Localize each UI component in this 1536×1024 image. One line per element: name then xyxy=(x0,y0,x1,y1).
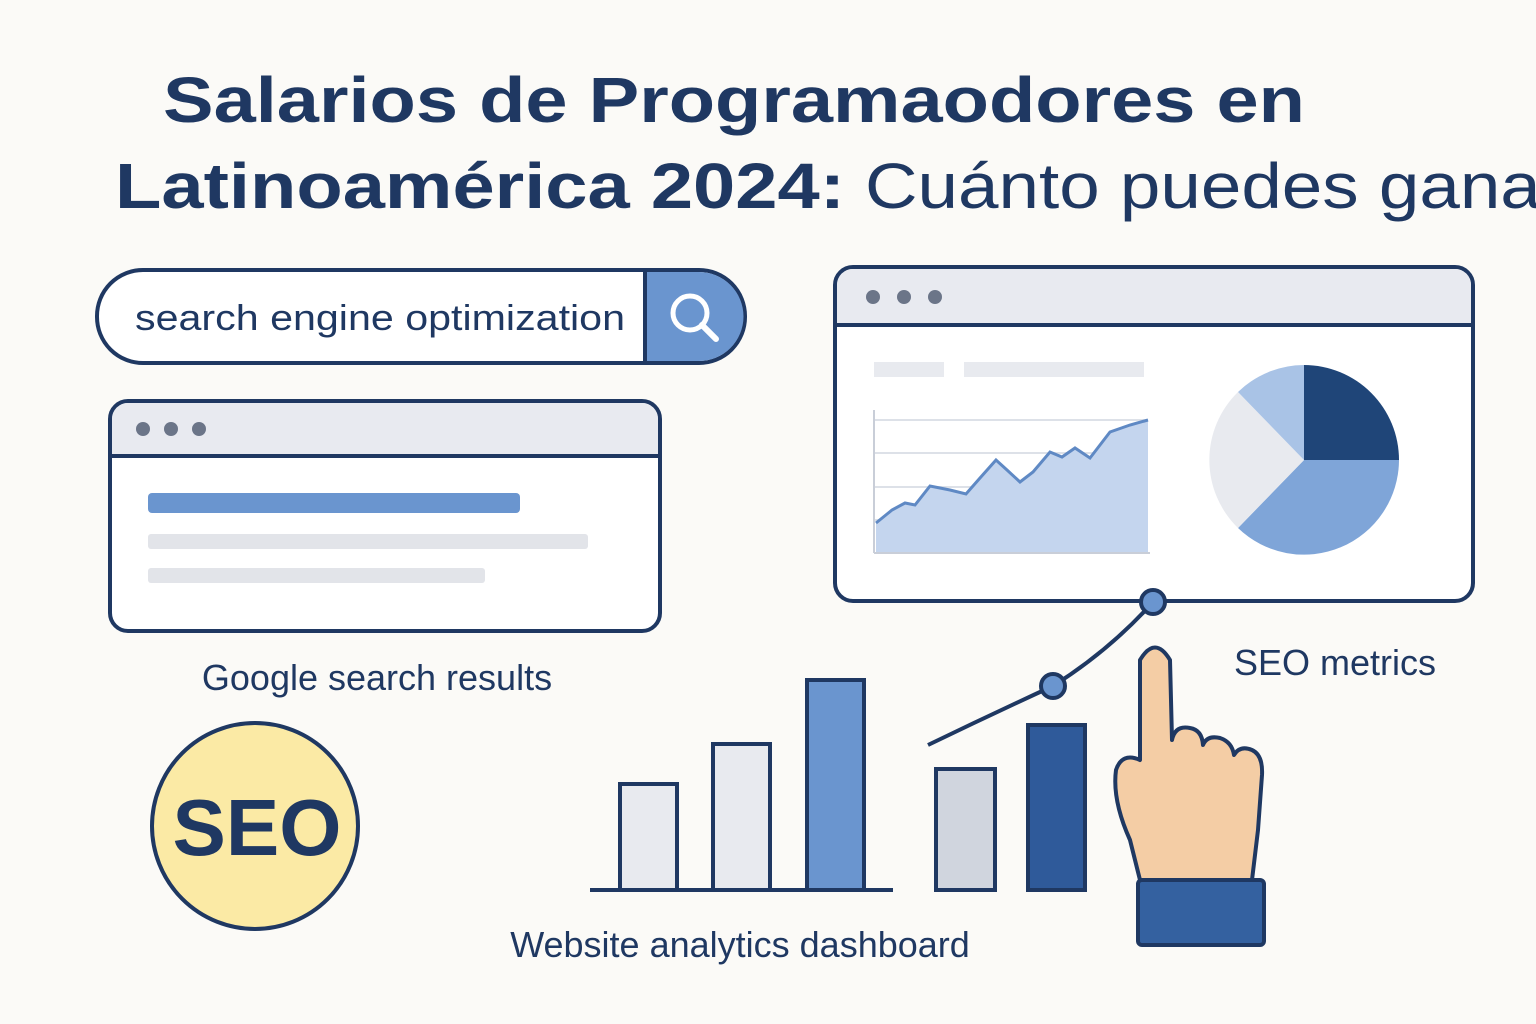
trend-dot xyxy=(1139,588,1167,616)
label: SEO metrics xyxy=(1234,642,1436,683)
result-line xyxy=(148,493,520,513)
placeholder xyxy=(964,362,1144,377)
search-button[interactable] xyxy=(645,272,744,362)
pie-slice xyxy=(1238,365,1304,460)
search-icon xyxy=(670,293,710,333)
pie-slice xyxy=(1238,460,1399,555)
window-header xyxy=(837,269,1471,324)
deco-bar xyxy=(1026,723,1087,892)
sleeve xyxy=(1136,878,1266,947)
title-line2: Latinoamérica 2024: Cuánto puedes ganar xyxy=(115,150,1536,222)
title-regular: Cuánto puedes ganar xyxy=(865,150,1536,222)
search-field[interactable] xyxy=(95,268,747,365)
window-header xyxy=(112,403,658,455)
label: Website analytics dashboard xyxy=(510,924,970,965)
search-icon-handle xyxy=(699,322,719,342)
dot xyxy=(136,422,150,436)
trend-dot xyxy=(1039,672,1067,700)
result-line xyxy=(148,534,588,549)
dot xyxy=(164,422,178,436)
deco-bar xyxy=(934,767,997,892)
pie-slice xyxy=(1304,365,1399,460)
mini-line xyxy=(875,418,1149,525)
deco-bar xyxy=(805,678,866,892)
bar-illustration xyxy=(590,588,1167,892)
dot xyxy=(928,290,942,304)
placeholder xyxy=(874,362,944,377)
title-bold: Latinoamérica 2024: xyxy=(115,150,845,222)
dashboard-window xyxy=(833,265,1475,603)
search-query: search engine optimization xyxy=(135,297,625,338)
search-box[interactable]: search engine optimization xyxy=(95,268,747,365)
title-line1: Salarios de Programaodores en xyxy=(163,64,1305,136)
dot xyxy=(897,290,911,304)
dot xyxy=(866,290,880,304)
seo-badge xyxy=(150,721,360,931)
result-line xyxy=(148,568,485,583)
deco-bar xyxy=(711,742,772,892)
hand-shape xyxy=(1113,645,1265,882)
label: Google search results xyxy=(202,657,552,698)
deco-bar xyxy=(618,782,679,892)
results-window xyxy=(108,399,662,633)
hand xyxy=(1113,645,1266,947)
mini-area xyxy=(876,420,1148,553)
dot xyxy=(192,422,206,436)
pie-slice xyxy=(1209,392,1304,528)
badge-text: SEO xyxy=(173,783,342,872)
